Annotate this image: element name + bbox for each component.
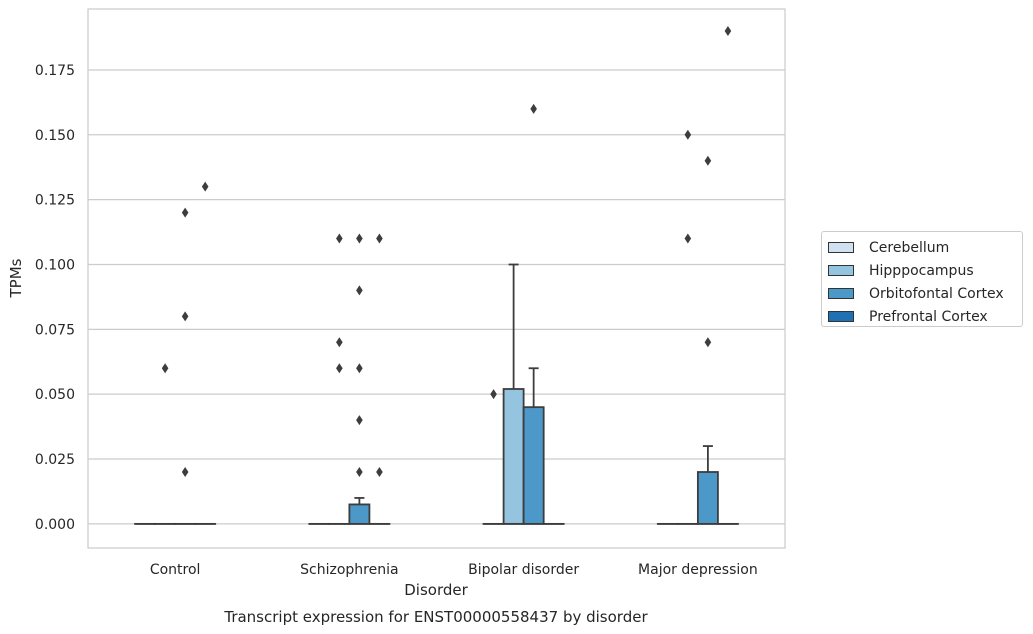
box-plot-marks <box>134 26 739 525</box>
outlier-point <box>161 363 169 374</box>
outlier-point <box>704 155 712 166</box>
legend-swatch <box>828 311 854 322</box>
legend-item: Prefrontal Cortex <box>828 305 1022 328</box>
box-body <box>348 503 371 525</box>
y-tick-label: 0.125 <box>35 193 75 209</box>
x-tick-label: Schizophrenia <box>300 562 398 578</box>
legend-label: Prefrontal Cortex <box>869 308 988 325</box>
box-hipppocampus-3 <box>676 129 699 525</box>
box-orbitofontal-cortex-3 <box>696 155 719 525</box>
box-body <box>522 406 545 525</box>
outlier-point <box>181 207 189 218</box>
box-hipppocampus-2 <box>502 263 525 525</box>
legend-swatch <box>828 242 854 253</box>
outlier-point <box>356 467 363 478</box>
outlier-point <box>530 103 537 114</box>
box-hipppocampus-0 <box>154 363 177 525</box>
outlier-point <box>201 181 209 192</box>
legend-swatch <box>828 288 854 299</box>
legend-label: Hipppocampus <box>869 262 974 279</box>
outlier-point <box>336 363 343 374</box>
outlier-point <box>356 233 363 244</box>
x-axis-label: Disorder <box>404 581 468 599</box>
outlier-point <box>356 415 363 426</box>
legend-item: Cerebellum <box>828 236 1022 259</box>
y-tick-label: 0.150 <box>35 128 75 144</box>
legend-swatch <box>828 265 854 276</box>
outlier-point <box>336 233 343 244</box>
x-tick-label: Bipolar disorder <box>468 562 579 578</box>
legend-item: Hipppocampus <box>828 259 1022 282</box>
outlier-point <box>376 233 383 244</box>
legend-label: Orbitofontal Cortex <box>869 285 1004 302</box>
y-axis-label: TPMs <box>7 258 25 298</box>
x-tick-label: Major depression <box>638 562 758 578</box>
box-hipppocampus-1 <box>328 233 351 525</box>
y-tick-label: 0.100 <box>35 257 75 273</box>
box-cerebellum-2 <box>482 389 505 525</box>
box-orbitofontal-cortex-2 <box>522 103 545 525</box>
outlier-point <box>684 129 692 140</box>
outlier-point <box>376 467 383 478</box>
chart-caption: Transcript expression for ENST0000055843… <box>223 608 648 626</box>
legend-label: Cerebellum <box>869 239 950 256</box>
box-prefrontal-cortex-1 <box>368 233 391 525</box>
legend-item: Orbitofontal Cortex <box>828 282 1022 305</box>
box-orbitofontal-cortex-1 <box>348 233 371 525</box>
y-tick-labels: 0.000 0.025 0.050 0.075 0.100 0.125 0.150 0.175 <box>35 63 75 533</box>
y-tick-label: 0.050 <box>35 387 75 403</box>
box-body <box>502 388 525 525</box>
box-prefrontal-cortex-0 <box>194 181 217 525</box>
y-tick-label: 0.000 <box>35 517 75 533</box>
x-tick-label: Control <box>150 562 201 578</box>
outlier-point <box>490 389 497 400</box>
grid-lines <box>88 69 785 525</box>
legend: Cerebellum Hipppocampus Orbitofontal Corte… <box>821 231 1023 327</box>
box-body <box>696 471 719 525</box>
outlier-point <box>724 26 732 37</box>
outlier-point <box>684 233 692 244</box>
plot-frame <box>87 8 786 549</box>
outlier-point <box>704 337 712 348</box>
x-tick-labels: Control Schizophrenia Bipolar disorder Majo… <box>150 562 758 578</box>
box-orbitofontal-cortex-0 <box>174 207 197 525</box>
outlier-point <box>181 311 189 322</box>
box-prefrontal-cortex-3 <box>717 26 739 525</box>
outlier-point <box>356 363 363 374</box>
y-tick-label: 0.175 <box>35 63 75 79</box>
y-tick-label: 0.025 <box>35 452 75 468</box>
y-tick-label: 0.075 <box>35 322 75 338</box>
outlier-point <box>181 467 189 478</box>
outlier-point <box>356 285 363 296</box>
outlier-point <box>336 337 343 348</box>
